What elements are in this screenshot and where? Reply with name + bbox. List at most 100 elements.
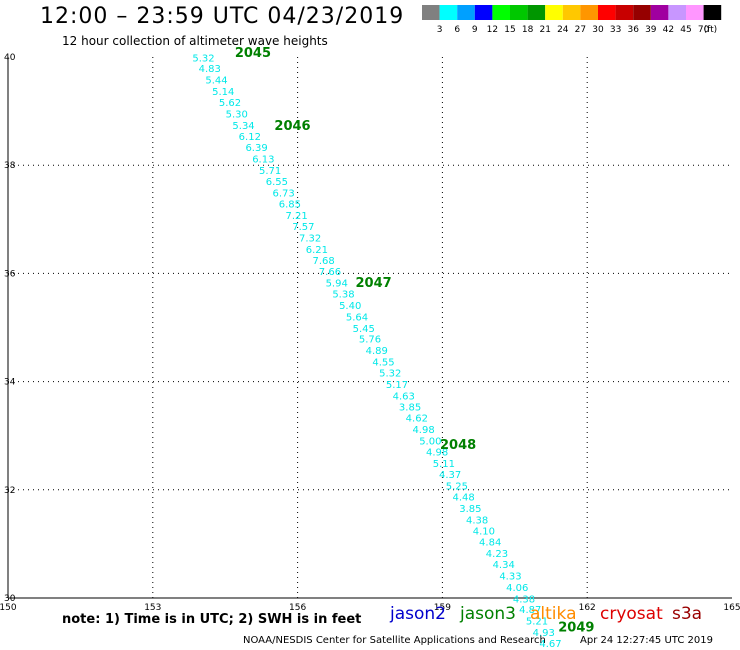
wave-height-point: 5.32 bbox=[379, 369, 401, 380]
time-label: 2049 bbox=[558, 621, 594, 636]
legend-swatch bbox=[457, 5, 475, 20]
legend-swatch bbox=[668, 5, 686, 20]
wave-height-point: 5.45 bbox=[353, 324, 375, 335]
wave-height-point: 4.98 bbox=[412, 425, 434, 436]
legend-tick-label: 12 bbox=[487, 25, 498, 35]
legend-swatch bbox=[686, 5, 704, 20]
wave-height-point: 4.62 bbox=[406, 414, 428, 425]
legend-tick-label: 27 bbox=[575, 25, 586, 35]
legend-tick-label: 42 bbox=[663, 25, 674, 35]
wave-height-point: 4.67 bbox=[539, 639, 561, 650]
legend-tick-label: 30 bbox=[592, 25, 604, 35]
y-tick-label: 36 bbox=[4, 269, 16, 279]
wave-height-point: 5.11 bbox=[433, 459, 455, 470]
x-tick-label: 162 bbox=[579, 603, 596, 613]
legend-tick-label: 9 bbox=[472, 25, 478, 35]
legend-tick-label: 24 bbox=[557, 25, 569, 35]
wave-height-point: 5.30 bbox=[226, 110, 248, 121]
y-tick-label: 38 bbox=[4, 161, 16, 171]
time-label: 2046 bbox=[274, 119, 310, 134]
wave-height-point: 5.14 bbox=[212, 87, 234, 98]
legend-swatch bbox=[703, 5, 722, 20]
wave-height-point: 4.87 bbox=[519, 605, 541, 616]
legend-swatch bbox=[562, 5, 581, 20]
satellite-s3a: s3a bbox=[672, 604, 703, 624]
wave-height-point: 4.84 bbox=[479, 538, 501, 549]
wave-height-point: 4.98 bbox=[426, 448, 448, 459]
legend-tick-label: 18 bbox=[522, 25, 534, 35]
legend-swatch bbox=[474, 5, 493, 20]
wave-height-point: 4.93 bbox=[533, 628, 555, 639]
wave-height-point: 5.25 bbox=[446, 481, 468, 492]
wave-height-point: 5.38 bbox=[332, 290, 354, 301]
wave-height-point: 5.34 bbox=[232, 121, 254, 132]
time-label: 2047 bbox=[356, 276, 392, 291]
footer-note: note: 1) Time is in UTC; 2) SWH is in fe… bbox=[62, 612, 362, 627]
wave-height-point: 4.83 bbox=[199, 64, 221, 75]
wave-height-point: 7.66 bbox=[319, 267, 341, 278]
legend-swatch bbox=[439, 5, 458, 20]
y-tick-label: 34 bbox=[4, 378, 16, 388]
wave-height-point: 4.23 bbox=[486, 549, 508, 560]
y-tick-label: 30 bbox=[4, 594, 16, 604]
legend-tick-label: 3 bbox=[437, 25, 443, 35]
wave-height-point: 7.32 bbox=[299, 233, 321, 244]
wave-height-point: 4.10 bbox=[473, 527, 495, 538]
wave-height-point: 4.33 bbox=[499, 572, 521, 583]
satellite-cryosat: cryosat bbox=[600, 604, 663, 624]
y-tick-label: 40 bbox=[4, 53, 16, 63]
credit-line: NOAA/NESDIS Center for Satellite Applica… bbox=[243, 635, 546, 646]
wave-height-point: 5.17 bbox=[386, 380, 408, 391]
legend-tick-label: 45 bbox=[680, 25, 691, 35]
x-tick-label: 165 bbox=[723, 603, 740, 613]
wave-height-point: 4.38 bbox=[513, 594, 535, 605]
y-tick-label: 32 bbox=[4, 486, 15, 496]
chart-title: 12:00 – 23:59 UTC 04/23/2019 bbox=[40, 4, 405, 29]
legend-swatch bbox=[545, 5, 563, 20]
satellite-jason3: jason3 bbox=[460, 604, 516, 624]
legend-tick-label: 6 bbox=[454, 25, 460, 35]
wave-height-point: 6.21 bbox=[306, 245, 328, 256]
time-label: 2045 bbox=[235, 46, 271, 61]
wave-height-point: 5.32 bbox=[192, 53, 214, 64]
generated-timestamp: Apr 24 12:27:45 UTC 2019 bbox=[580, 635, 713, 646]
x-tick-label: 150 bbox=[0, 603, 17, 613]
wave-height-point: 7.21 bbox=[286, 211, 308, 222]
legend-tick-label: 70 bbox=[698, 25, 710, 35]
legend-tick-label: 21 bbox=[539, 25, 550, 35]
x-tick-label: 156 bbox=[289, 603, 306, 613]
wave-height-point: 6.73 bbox=[272, 189, 294, 200]
wave-height-point: 6.12 bbox=[239, 132, 261, 143]
wave-height-point: 6.39 bbox=[245, 143, 267, 154]
wave-height-point: 3.85 bbox=[399, 402, 421, 413]
legend-tick-label: 39 bbox=[645, 25, 657, 35]
chart-subtitle: 12 hour collection of altimeter wave hei… bbox=[62, 34, 328, 48]
wave-height-point: 4.89 bbox=[366, 346, 388, 357]
wave-height-point: 4.06 bbox=[506, 583, 528, 594]
time-label: 2048 bbox=[440, 438, 476, 453]
wave-height-point: 3.85 bbox=[459, 504, 481, 515]
wave-height-point: 5.94 bbox=[326, 278, 348, 289]
legend-swatch bbox=[598, 5, 616, 20]
wave-height-point: 6.85 bbox=[279, 199, 301, 210]
wave-height-point: 5.40 bbox=[339, 301, 361, 312]
wave-height-point: 5.00 bbox=[419, 436, 441, 447]
wave-height-point: 5.21 bbox=[526, 617, 548, 628]
legend-swatch bbox=[510, 5, 528, 20]
legend-swatch bbox=[527, 5, 546, 20]
wave-height-point: 5.64 bbox=[346, 312, 368, 323]
x-tick-label: 153 bbox=[144, 603, 161, 613]
wave-height-point: 4.55 bbox=[372, 357, 394, 368]
wave-height-point: 5.76 bbox=[359, 335, 381, 346]
wave-height-point: 4.37 bbox=[439, 470, 461, 481]
legend-swatch bbox=[633, 5, 651, 20]
legend-swatch bbox=[580, 5, 598, 20]
wave-height-point: 5.71 bbox=[259, 166, 281, 177]
wave-height-point: 5.62 bbox=[219, 98, 241, 109]
legend-swatch bbox=[650, 5, 669, 20]
wave-height-point: 6.55 bbox=[266, 177, 288, 188]
satellite-altika: altika bbox=[530, 604, 577, 624]
legend-tick-label: 15 bbox=[504, 25, 515, 35]
color-scale-legend: 3 6 9 12 15 18 21 24 27 30 33 36 39 42 45 70(ft) bbox=[422, 5, 722, 35]
